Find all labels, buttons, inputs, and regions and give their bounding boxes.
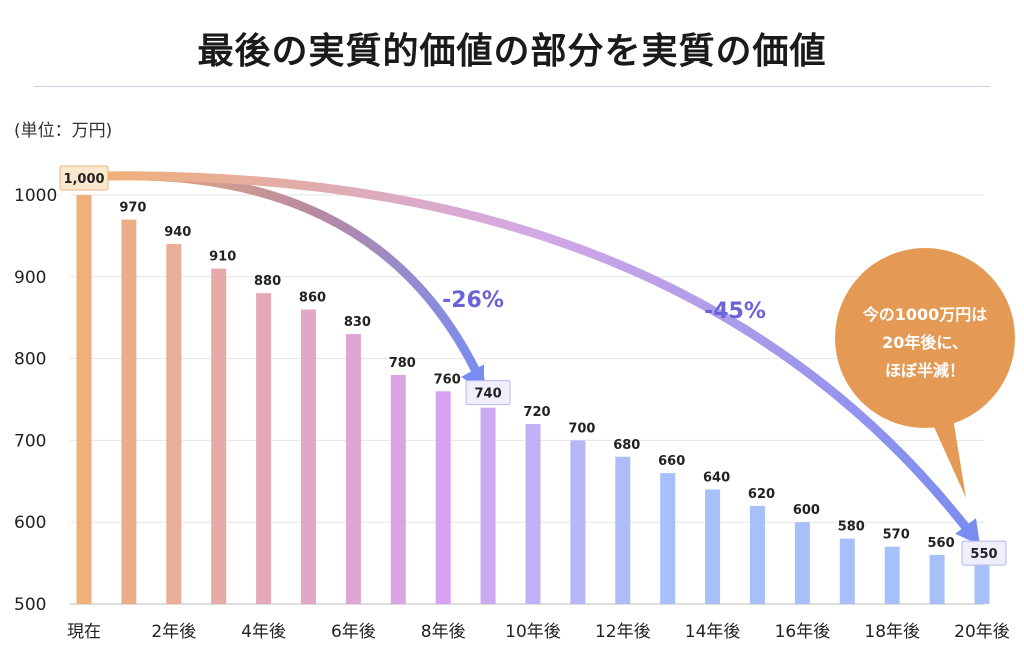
value-label: 760 <box>434 372 461 387</box>
bar <box>211 268 227 604</box>
x-tick-label: 12年後 <box>595 622 651 642</box>
callout-bubble: 今の1000万円は 20年後に、ほぼ半減！ <box>835 248 1015 498</box>
y-axis: 500 600 700 800 900 1000 <box>14 186 57 615</box>
arrow-45-head <box>955 518 980 546</box>
bar <box>166 244 182 604</box>
bar <box>660 473 676 604</box>
arrow-45-shaft <box>103 171 977 540</box>
value-label: 910 <box>209 250 236 265</box>
value-label: 640 <box>703 470 730 485</box>
highlight-value-box <box>465 380 511 406</box>
y-tick-label: 800 <box>14 350 46 370</box>
y-tick-label: 900 <box>14 268 46 288</box>
x-tick-label: 20年後 <box>954 622 1010 642</box>
change-26-label: -26% <box>442 288 504 313</box>
value-label: 1,000 <box>63 172 104 187</box>
x-tick-label: 4年後 <box>241 622 286 642</box>
x-tick-label: 2年後 <box>151 622 196 642</box>
bar <box>435 391 451 604</box>
bar <box>480 407 496 604</box>
value-label: 570 <box>883 528 910 543</box>
bar <box>615 456 631 604</box>
y-tick-label: 600 <box>14 513 46 533</box>
bar <box>570 440 586 604</box>
bar <box>121 219 137 605</box>
value-label: 620 <box>748 487 775 502</box>
value-label: 550 <box>970 547 997 562</box>
bar <box>301 309 316 604</box>
bar <box>76 195 92 604</box>
bar <box>390 374 406 604</box>
start-value-box <box>59 165 109 191</box>
value-label: 860 <box>299 291 326 306</box>
x-tick-label: 10年後 <box>505 622 561 642</box>
bar <box>929 554 945 604</box>
value-label: 970 <box>119 201 146 216</box>
bar <box>705 489 721 604</box>
value-label: 740 <box>475 387 502 402</box>
value-label: 560 <box>928 536 955 551</box>
change-45-label: -45% <box>704 299 766 324</box>
callout-circle <box>835 248 1015 428</box>
bar <box>974 563 990 604</box>
x-tick-label: 8年後 <box>421 622 466 642</box>
value-label: 660 <box>658 454 685 469</box>
y-tick-label: 700 <box>14 431 46 451</box>
callout-text: 20年後に、 <box>882 333 968 352</box>
value-label: 940 <box>164 225 191 240</box>
unit-label: (単位：万円) <box>14 121 113 141</box>
y-tick-label: 1000 <box>14 186 57 206</box>
bar <box>884 546 900 604</box>
value-label: 700 <box>568 421 595 436</box>
bar <box>750 505 765 604</box>
callout-text: 今の1000万円は <box>862 305 988 324</box>
x-axis: 現在 2年後 4年後 6年後 8年後 10年後 12年後 14年後 16年後 18年後 20年後 <box>67 622 1010 642</box>
x-tick-label: 14年後 <box>685 622 741 642</box>
value-label: 720 <box>523 405 550 420</box>
title-divider <box>34 86 990 87</box>
x-tick-label: 18年後 <box>864 622 920 642</box>
bar <box>525 424 541 604</box>
x-tick-label: 6年後 <box>331 622 376 642</box>
value-label: 830 <box>344 315 371 330</box>
y-tick-label: 500 <box>14 595 46 615</box>
chart-title: 最後の実質的価値の部分を実質の価値 <box>197 31 827 72</box>
x-tick-label: 現在 <box>67 622 101 642</box>
callout-tail <box>930 412 966 498</box>
value-label: 880 <box>254 274 281 289</box>
callout-text: ほぼ半減！ <box>885 361 965 380</box>
highlight-value-box <box>961 540 1007 566</box>
value-label: 600 <box>793 503 820 518</box>
bar <box>256 293 272 604</box>
bar <box>794 522 810 604</box>
value-label: 680 <box>613 438 640 453</box>
x-tick-label: 16年後 <box>775 622 831 642</box>
value-labels: 1,000 970 940 910 880 860 830 780 760 740 720 700 68… <box>59 165 1007 566</box>
bar <box>839 538 855 604</box>
arrows: -26% -45% <box>103 171 980 546</box>
bar <box>345 334 361 604</box>
value-label: 580 <box>838 520 865 535</box>
bars <box>76 195 990 605</box>
value-label: 780 <box>389 356 416 371</box>
